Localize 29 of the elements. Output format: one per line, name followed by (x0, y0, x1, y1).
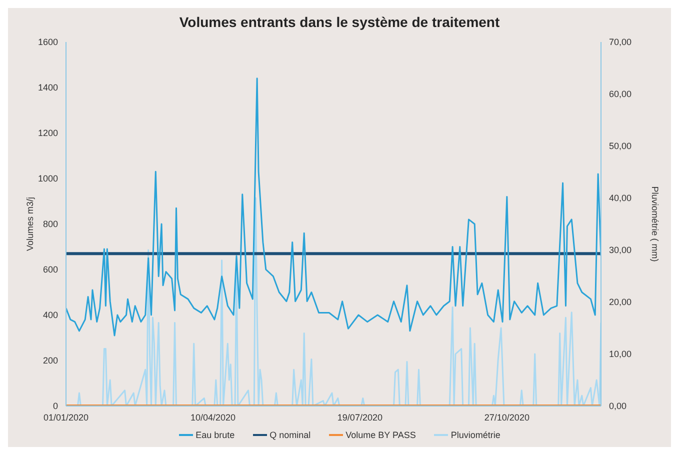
y2-tick-label: 20,00 (609, 297, 632, 308)
y2-tick-label: 50,00 (609, 141, 632, 152)
y-tick-label: 400 (42, 310, 58, 320)
y-tick-label: 200 (42, 356, 58, 366)
x-tick-label: 01/01/2020 (43, 412, 89, 422)
y-tick-label: 1400 (38, 82, 58, 93)
y2-tick-label: 10,00 (609, 349, 632, 360)
y-axis-title: Volumes m3/j (25, 196, 36, 252)
y2-tick-label: 70,00 (609, 37, 632, 48)
y2-tick-label: 0,00 (609, 401, 627, 412)
y2-tick-label: 60,00 (609, 89, 632, 100)
line-series (66, 78, 601, 336)
y2-tick-label: 30,00 (609, 245, 632, 256)
y2-axis-title: Pluviométrie ( mm) (650, 186, 660, 262)
legend-label: Volume BY PASS (344, 430, 416, 440)
legend-label: Pluviométrie (450, 430, 500, 440)
y-tick-label: 800 (42, 219, 58, 230)
y-tick-label: 1000 (38, 174, 58, 184)
legend-label: Eau brute (194, 430, 235, 440)
y-tick-label: 1600 (38, 37, 58, 48)
x-tick-label: 27/10/2020 (484, 412, 530, 422)
x-tick-label: 19/07/2020 (337, 412, 382, 422)
y2-tick-label: 40,00 (609, 193, 632, 204)
y-tick-label: 1200 (38, 128, 58, 138)
chart-title: Volumes entrants dans le système de traitement (178, 13, 501, 32)
y-tick-label: 600 (42, 264, 58, 275)
x-tick-label: 10/04/2020 (190, 412, 236, 422)
legend-label: Q nominal (268, 430, 311, 440)
y-tick-label: 0 (52, 401, 58, 412)
